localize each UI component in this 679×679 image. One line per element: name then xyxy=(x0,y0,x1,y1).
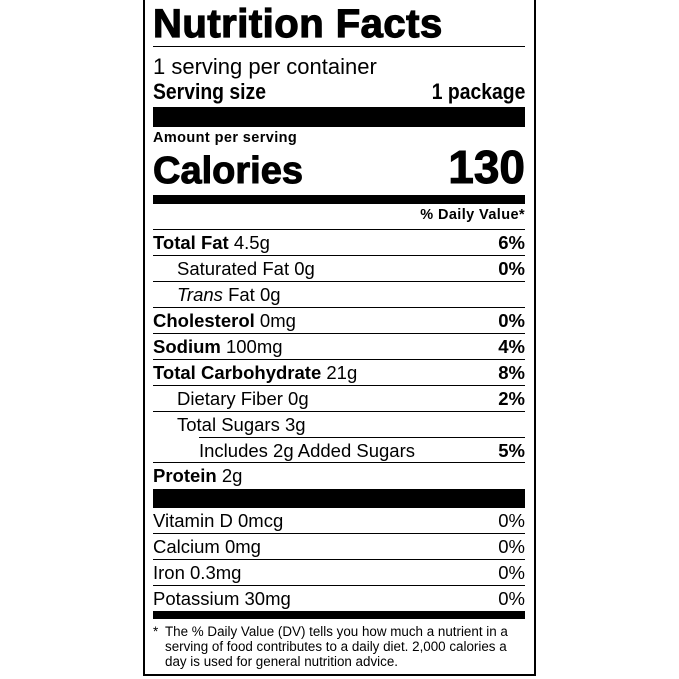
row-divider xyxy=(153,359,525,360)
nutrient-amount: 0mg xyxy=(259,310,296,331)
nutrient-daily-value: 2% xyxy=(498,388,525,409)
serving-size-label: Serving size xyxy=(153,79,266,104)
nutrient-row: Total Carbohydrate 21g 8% xyxy=(153,360,525,386)
row-divider xyxy=(153,281,525,282)
nutrient-daily-value: 8% xyxy=(498,362,525,383)
row-divider xyxy=(153,585,525,586)
nutrient-name: Sodium xyxy=(153,336,221,357)
nutrient-amount: 0g xyxy=(294,258,315,279)
nutrient-daily-value: 0% xyxy=(498,310,525,331)
nutrient-name-suffix: Fat xyxy=(228,284,255,305)
calories-value: 130 xyxy=(448,141,526,194)
vitamin-text: Potassium 30mg xyxy=(153,588,291,609)
footnote-text: The % Daily Value (DV) tells you how muc… xyxy=(165,624,508,669)
nutrient-amount: 4.5g xyxy=(233,232,270,253)
vitamin-daily-value: 0% xyxy=(498,510,525,531)
row-divider xyxy=(153,411,525,412)
nutrient-name: Total Sugars xyxy=(177,414,280,435)
nutrient-name: Includes 2g Added Sugars xyxy=(199,440,415,461)
vitamin-daily-value: 0% xyxy=(498,588,525,609)
nutrient-row: Sodium 100mg 4% xyxy=(153,334,525,360)
row-divider xyxy=(153,385,525,386)
vitamin-text: Vitamin D 0mcg xyxy=(153,510,284,531)
nutrient-name: Total Carbohydrate xyxy=(153,362,322,383)
nutrient-row: Cholesterol 0mg 0% xyxy=(153,308,525,334)
nutrient-amount: 2g xyxy=(221,465,243,486)
nutrient-amount: 21g xyxy=(326,362,358,383)
nutrient-row: Total Fat 4.5g 6% xyxy=(153,230,525,256)
calories-row: Calories 130 xyxy=(153,140,526,194)
nutrition-facts-label: Nutrition Facts 1 serving per container … xyxy=(143,0,536,676)
nutrient-name: Protein xyxy=(153,465,217,486)
footnote: * The % Daily Value (DV) tells you how m… xyxy=(153,624,525,669)
nutrient-row: Saturated Fat 0g 0% xyxy=(153,256,525,282)
nutrient-name: Total Fat xyxy=(153,232,229,253)
vitamin-text: Calcium 0mg xyxy=(153,536,261,557)
nutrient-amount: 3g xyxy=(284,414,306,435)
vitamin-daily-value: 0% xyxy=(498,536,525,557)
row-divider xyxy=(153,462,525,463)
servings-per-container: 1 serving per container xyxy=(153,54,377,79)
nutrient-amount: 0g xyxy=(259,284,281,305)
nutrient-row: Protein 2g xyxy=(153,463,525,489)
row-divider xyxy=(153,255,525,256)
thick-bar xyxy=(153,107,525,127)
nutrient-amount: 100mg xyxy=(225,336,283,357)
vitamin-row: Iron 0.3mg 0% xyxy=(153,560,525,586)
nutrient-name: Cholesterol xyxy=(153,310,255,331)
divider xyxy=(153,46,525,47)
medium-bar xyxy=(153,611,525,619)
row-divider xyxy=(199,437,525,438)
row-divider xyxy=(153,333,525,334)
nutrient-daily-value: 4% xyxy=(498,336,525,357)
nutrient-daily-value: 0% xyxy=(498,258,525,279)
row-divider xyxy=(153,559,525,560)
row-divider xyxy=(153,307,525,308)
vitamin-row: Vitamin D 0mcg 0% xyxy=(153,508,525,534)
nutrient-row: Trans Fat 0g xyxy=(153,282,525,308)
nutrient-daily-value: 5% xyxy=(498,440,525,461)
daily-value-header: % Daily Value* xyxy=(420,207,525,223)
footnote-marker: * xyxy=(153,624,159,639)
row-divider xyxy=(153,229,525,230)
calories-label: Calories xyxy=(153,150,304,193)
vitamin-row: Calcium 0mg 0% xyxy=(153,534,525,560)
amount-per-serving: Amount per serving xyxy=(153,130,298,146)
nutrient-name: Saturated Fat xyxy=(177,258,290,279)
serving-size-value: 1 package xyxy=(431,79,525,104)
vitamin-row: Potassium 30mg 0% xyxy=(153,586,525,612)
row-divider xyxy=(153,533,525,534)
nutrient-row: Dietary Fiber 0g 2% xyxy=(153,386,525,412)
medium-bar xyxy=(153,195,525,204)
nutrient-row: Total Sugars 3g xyxy=(153,412,525,438)
label-title: Nutrition Facts xyxy=(152,1,443,46)
nutrient-amount: 0g xyxy=(288,388,309,409)
vitamin-daily-value: 0% xyxy=(498,562,525,583)
thick-bar xyxy=(153,489,525,508)
nutrient-daily-value: 6% xyxy=(498,232,525,253)
serving-size-row: Serving size 1 package xyxy=(153,79,525,105)
nutrient-name: Dietary Fiber xyxy=(177,388,283,409)
nutrient-row: Includes 2g Added Sugars 5% xyxy=(153,438,525,464)
nutrient-name: Trans xyxy=(177,284,223,305)
vitamin-text: Iron 0.3mg xyxy=(153,562,242,583)
